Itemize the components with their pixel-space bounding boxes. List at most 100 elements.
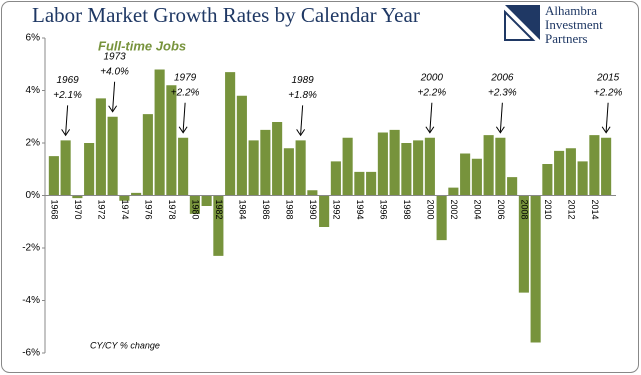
bar (119, 195, 130, 201)
bar (436, 195, 447, 241)
y-tick-label: -4% (22, 295, 40, 306)
x-tick-label: 2014 (590, 200, 600, 220)
y-tick-label: 0% (26, 190, 41, 201)
bar (154, 69, 165, 196)
x-tick-label: 2012 (567, 200, 577, 220)
logo-shape (504, 9, 536, 41)
bar (295, 140, 306, 196)
y-tick-label: 2% (26, 138, 41, 149)
chart-title: Labor Market Growth Rates by Calendar Ye… (32, 3, 420, 27)
bar (213, 195, 224, 256)
annotation-year: 2015 (596, 72, 620, 83)
bar (330, 161, 341, 196)
x-tick-label: 1968 (50, 200, 60, 220)
annotation-year: 1989 (292, 75, 315, 86)
bar (565, 148, 576, 196)
annotation-year: 2006 (490, 72, 514, 83)
bar (460, 153, 471, 196)
note: CY/CY % change (90, 340, 160, 350)
bar (424, 137, 435, 196)
annotation-text: +2.3% (488, 87, 517, 98)
bar (389, 129, 400, 196)
y-tick-label: -6% (22, 348, 40, 359)
bar (283, 148, 294, 196)
bar (554, 150, 565, 196)
x-tick-label: 2006 (496, 200, 506, 220)
bar (413, 140, 424, 196)
annotation-arrow (499, 102, 503, 132)
bar (225, 72, 236, 196)
annotation-arrow (182, 102, 186, 132)
x-tick-label: 2010 (543, 200, 553, 220)
x-tick-label: 1976 (144, 200, 154, 220)
bar (377, 132, 388, 196)
y-tick-label: 4% (26, 85, 41, 96)
x-tick-label: 1984 (238, 200, 248, 220)
bar (507, 177, 518, 196)
x-tick-label: 2008 (520, 200, 530, 220)
x-tick-label: 1988 (285, 200, 295, 220)
annotation-arrow (605, 102, 609, 132)
bar (530, 195, 541, 343)
annotation-arrowhead (495, 126, 505, 134)
x-tick-label: 2004 (473, 200, 483, 220)
brand-text: Investment (545, 17, 603, 32)
bar (319, 195, 330, 227)
brand-logo (504, 5, 540, 41)
brand-text: Alhambra (545, 3, 597, 18)
annotation-year: 2000 (420, 72, 444, 83)
x-tick-label: 1974 (120, 200, 130, 220)
x-tick-label: 1998 (402, 200, 412, 220)
bar (189, 195, 200, 214)
bar (178, 137, 189, 196)
series-label: Full-time Jobs (98, 38, 186, 53)
annotation-text: +2.1% (53, 90, 82, 101)
bar (95, 98, 106, 196)
bar (201, 195, 212, 206)
bar (401, 143, 412, 196)
y-tick-label: 6% (26, 33, 41, 44)
annotation-text: +4.0% (100, 66, 129, 77)
bar (236, 95, 247, 196)
annotation-year: 1973 (104, 51, 127, 62)
bar (107, 116, 118, 196)
x-tick-label: 2000 (426, 200, 436, 220)
bar (131, 192, 142, 196)
logo-shape (505, 5, 540, 40)
annotation-arrowhead (425, 126, 435, 134)
x-tick-label: 1982 (214, 200, 224, 220)
x-tick-label: 1990 (308, 200, 318, 220)
bar (471, 158, 482, 196)
annotation-year: 1969 (57, 75, 80, 86)
bar (354, 171, 365, 196)
bar (166, 85, 177, 196)
annotation-text: +2.2% (418, 87, 447, 98)
x-tick-label: 1992 (332, 200, 342, 220)
annotation-arrow (112, 81, 116, 111)
bar (248, 140, 259, 196)
x-tick-label: 1980 (191, 200, 201, 220)
bar (342, 137, 353, 196)
bar (260, 129, 271, 196)
annotation-arrow (65, 105, 69, 135)
bar (483, 135, 494, 196)
bar (272, 122, 283, 196)
bar (542, 164, 553, 196)
annotation-arrow (300, 105, 304, 135)
x-tick-label: 1994 (355, 200, 365, 220)
x-tick-label: 1986 (261, 200, 271, 220)
bar (48, 156, 59, 196)
annotation-arrowhead (296, 129, 306, 137)
annotation-arrowhead (108, 105, 118, 113)
annotation-arrowhead (178, 126, 188, 134)
bar (448, 187, 459, 196)
annotation-year: 1979 (174, 72, 197, 83)
bar (307, 190, 318, 196)
bar (72, 195, 83, 199)
x-tick-label: 1996 (379, 200, 389, 220)
x-tick-label: 1970 (73, 200, 83, 220)
annotation-text: +1.8% (288, 90, 317, 101)
annotation-text: +2.2% (171, 87, 200, 98)
bar (518, 195, 529, 293)
